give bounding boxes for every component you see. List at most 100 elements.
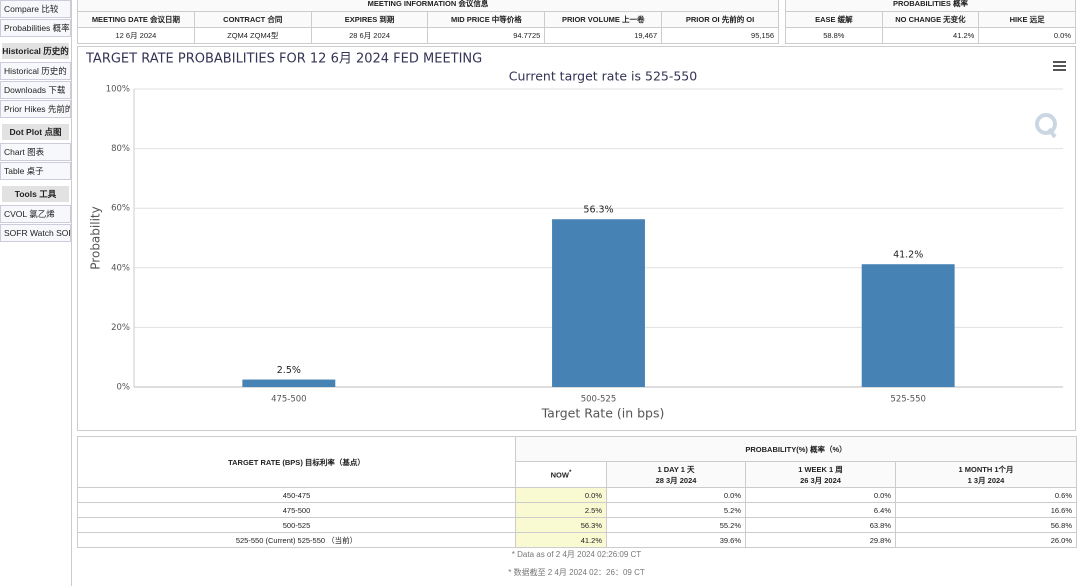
column-header: EXPIRES 到期 [310,11,429,28]
cell: 26.0% [895,532,1077,548]
chart: TARGET RATE PROBABILITIES FOR 12 6月 2024… [85,52,1066,421]
y-tick-label: 20% [111,323,130,333]
sidebar-heading: Historical 历史的 [2,43,69,59]
column-header: PRIOR VOLUME 上一卷 [544,11,663,28]
cell: 56.8% [895,517,1077,533]
y-tick-label: 100% [106,85,130,95]
sidebar-link[interactable]: CVOL 氯乙烯 [0,205,71,223]
column-header: EASE 缓解 [785,11,883,28]
column-date: 28 3月 2024 [655,475,697,485]
cell: 0.0% [515,487,607,503]
group-row: TARGET RATE (BPS) 目标利率（基点） PROBABILITY(%)… [77,436,1077,488]
row-header: TARGET RATE (BPS) 目标利率（基点） [77,436,516,488]
cell: 41.2% [881,27,980,44]
cell: 0.0% [606,487,746,503]
chart-subtitle: Current target rate is 525-550 [509,69,697,84]
sidebar-link[interactable]: Prior Hikes 先前的加 [0,100,71,118]
probability-table: TARGET RATE (BPS) 目标利率（基点） PROBABILITY(%)… [77,436,1077,548]
column-header: 1 WEEK 1 周 26 3月 2024 [745,461,896,488]
chart-panel: TARGET RATE PROBABILITIES FOR 12 6月 2024… [77,46,1076,431]
x-tick-label: 475-500 [271,395,307,405]
cell: 29.8% [745,532,896,548]
cell: 6.4% [745,502,896,518]
cell: 500-525 [77,517,516,533]
cell: 41.2% [515,532,607,548]
column-header: CONTRACT 合同 [193,11,312,28]
cell: 525-550 (Current) 525-550 （当前） [77,532,516,548]
x-axis-title: Target Rate (in bps) [541,406,665,421]
bar [242,379,336,387]
cell: 5.2% [606,502,746,518]
cell: 63.8% [745,517,896,533]
column-header: 1 DAY 1 天 28 3月 2024 [606,461,746,488]
cell: 95,156 [661,27,779,44]
column-header: PRIOR OI 先前的 OI [661,11,779,28]
cell: 0.6% [895,487,1077,503]
table-title: PROBABILITIES 概率 [785,0,1076,12]
data-row: 450-475 0.0% 0.0% 0.0% 0.6% [77,487,1077,503]
logo [1035,113,1057,139]
column-header: 1 MONTH 1个月 1 3月 2024 [895,461,1077,488]
data-row: 58.8% 41.2% 0.0% [785,27,1076,44]
sidebar-heading: Dot Plot 点图 [2,124,69,140]
chart-title: TARGET RATE PROBABILITIES FOR 12 6月 2024… [85,52,482,67]
column-header: HIKE 远足 [978,11,1076,28]
menu-icon[interactable] [1053,61,1066,71]
cell: 56.3% [515,517,607,533]
column-header: NO CHANGE 无变化 [881,11,980,28]
table-title: MEETING INFORMATION 会议信息 [77,0,779,12]
sidebar-link[interactable]: Probabilities 概率 [0,19,71,37]
sidebar-link[interactable]: Downloads 下载 [0,81,71,99]
column-label: NOW [550,470,569,480]
sidebar-link[interactable]: Table 桌子 [0,162,71,180]
sidebar-link[interactable]: SOFR Watch SOFR [0,224,71,242]
cell: 28 6月 2024 [310,27,429,44]
y-tick-label: 60% [111,204,130,214]
x-tick-label: 525-550 [890,395,926,405]
cell: 450-475 [77,487,516,503]
sidebar-link[interactable]: Chart 图表 [0,143,71,161]
data-label: 2.5% [277,365,301,376]
sidebar: Compare 比较 Probabilities 概率 Historical 历史的… [0,0,72,586]
probabilities-table: PROBABILITIES 概率 EASE 缓解 NO CHANGE 无变化 HIKE… [785,0,1076,44]
column-note: * [568,469,572,477]
data-row: 525-550 (Current) 525-550 （当前） 41.2% 39.6%… [77,532,1077,548]
sidebar-heading: Tools 工具 [2,186,69,202]
column-label: 1 DAY 1 天 [657,464,695,474]
column-date: 26 3月 2024 [800,475,841,485]
column-date: 1 3月 2024 [967,475,1005,485]
y-axis-title: Probability [89,206,103,269]
cell: 19,467 [544,27,663,44]
x-tick-label: 500-525 [581,395,617,405]
y-tick-label: 40% [111,263,130,273]
column-header: NOW* [515,461,607,488]
column-label: 1 WEEK 1 周 [798,464,843,474]
y-tick-label: 80% [111,144,130,154]
title-row: MEETING INFORMATION 会议信息 [77,0,779,12]
bar [552,219,645,387]
header-row: MEETING DATE 会议日期 CONTRACT 合同 EXPIRES 到期 MI… [77,11,779,28]
cell: 12 6月 2024 [77,27,195,44]
cell: 55.2% [606,517,746,533]
data-label: 56.3% [583,205,613,216]
cell: 39.6% [606,532,746,548]
column-label: 1 MONTH 1个月 [958,464,1014,474]
sidebar-link[interactable]: Historical 历史的 [0,62,71,80]
cell: 475-500 [77,502,516,518]
data-row: 500-525 56.3% 55.2% 63.8% 56.8% [77,517,1077,533]
cell: 0.0% [745,487,896,503]
header-row: EASE 缓解 NO CHANGE 无变化 HIKE 远足 [785,11,1076,28]
footnote: * 数据截至 2 4月 2024 02：26：09 CT [508,568,645,577]
y-tick-label: 0% [117,383,131,393]
cell: 2.5% [515,502,607,518]
column-header: MEETING DATE 会议日期 [77,11,195,28]
group-header: PROBABILITY(%) 概率（%） [515,436,1077,462]
cell: 58.8% [785,27,883,44]
sidebar-link[interactable]: Compare 比较 [0,0,71,18]
footnote: * Data as of 2 4月 2024 02:26:09 CT [511,550,642,559]
subheader-row: NOW* 1 DAY 1 天 28 3月 2024 1 WEEK 1 周 26 3月 2… [78,461,1077,488]
data-label: 41.2% [893,250,923,261]
cell: 94.7725 [427,27,546,44]
column-header: MID PRICE 中等价格 [427,11,546,28]
